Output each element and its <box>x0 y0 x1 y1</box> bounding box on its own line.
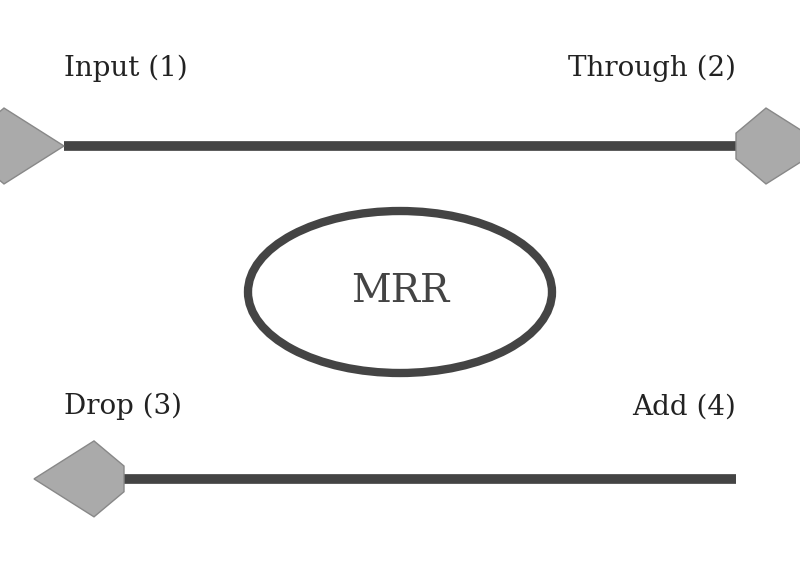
Text: Add (4): Add (4) <box>632 394 736 420</box>
Text: Drop (3): Drop (3) <box>64 393 182 420</box>
Text: Through (2): Through (2) <box>568 54 736 82</box>
Text: Input (1): Input (1) <box>64 54 188 82</box>
Polygon shape <box>736 108 800 184</box>
Polygon shape <box>34 441 124 517</box>
Text: MRR: MRR <box>351 273 449 311</box>
Polygon shape <box>0 108 64 184</box>
